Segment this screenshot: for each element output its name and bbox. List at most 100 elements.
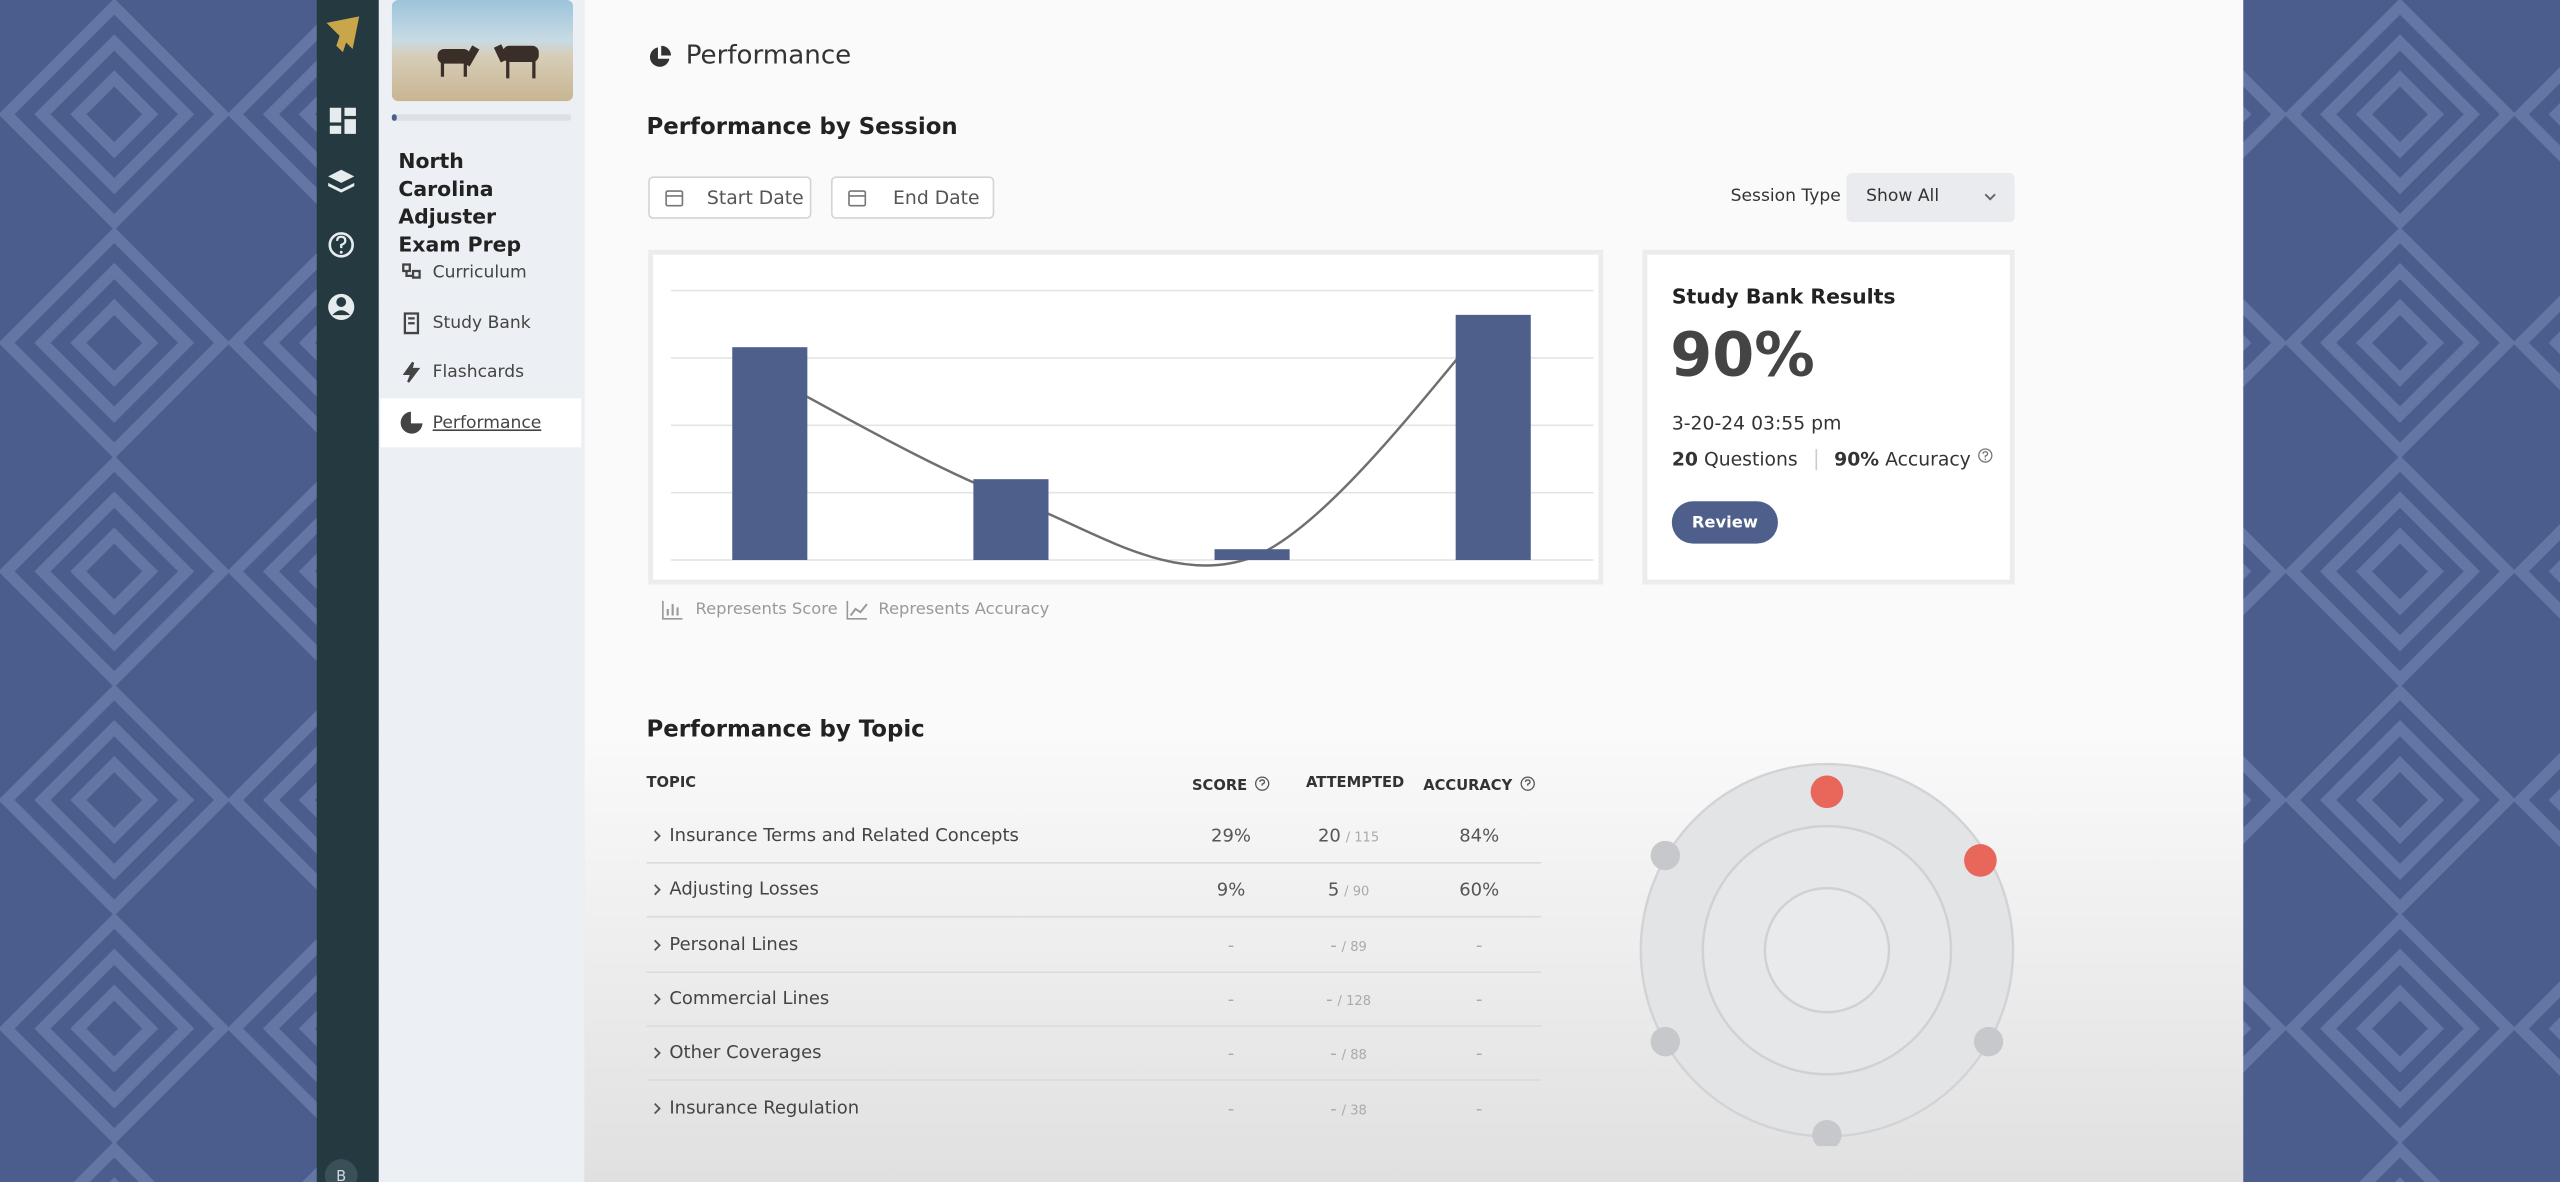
nav-icon [400,411,423,434]
session-type-label: Session Type [1730,186,1841,206]
info-ring [1254,776,1270,791]
topic-name: Insurance Regulation [669,1096,860,1118]
accuracy-legend-icon [846,600,868,620]
topic-score: 9% [1216,879,1246,901]
results-card: Study Bank Results 90% 3-20-24 03:55 pm … [1642,249,2015,585]
dashboard-icon[interactable] [344,107,356,116]
nav-item[interactable]: Flashcards [380,348,581,397]
topic-attempted: 20 / 115 [1318,825,1379,846]
info-icon[interactable] [1977,447,1993,463]
logo[interactable] [326,16,360,53]
topic-dot[interactable] [1810,775,1844,809]
topic-dot[interactable] [1650,840,1680,871]
column-header: TOPIC [647,776,697,792]
topic-dot[interactable] [1812,1120,1842,1147]
topics-title: Performance by Topic [646,716,925,743]
nav-icon-shape [403,311,420,334]
start-date-button[interactable]: Start Date [648,176,812,219]
topic-name: Insurance Terms and Related Concepts [669,824,1019,846]
chevron-down [1984,193,1996,201]
topic-name: Personal Lines [669,933,799,955]
column-header: SCORE [1192,776,1270,795]
topic-accuracy: - [1475,934,1483,956]
results-score: 90% [1670,319,1815,391]
topic-row[interactable]: Personal Lines [646,919,1542,973]
topic-dot[interactable] [1973,1026,2004,1057]
start-date-label: Start Date [706,186,804,209]
attempted-total: / 115 [1345,830,1380,845]
topic-dot[interactable] [1650,1026,1680,1057]
info-ring [1519,776,1535,791]
legend-accuracy: Represents Accuracy [878,600,1050,619]
topic-row[interactable]: Commercial Lines [646,973,1542,1027]
calendar-icon [665,190,684,207]
section-title: Performance by Session [646,114,958,141]
chevron-shape [654,1102,661,1114]
nav-label: Study Bank [432,312,531,333]
end-date-button[interactable]: End Date [831,176,995,219]
dashboard-icon[interactable] [329,107,342,123]
nav-icon-shape [402,362,421,384]
score-bar[interactable] [1214,549,1290,560]
info-icon[interactable] [1254,776,1270,792]
score-bar[interactable] [973,479,1049,560]
row-chevron [654,939,661,951]
topic-row[interactable]: Other Coverages [646,1027,1542,1082]
results-stats: 20 Questions 90% Accuracy [1671,447,1993,471]
topic-attempted: 5/ 90 [1328,880,1370,901]
session-chart-card [648,249,1604,585]
end-date-label: End Date [893,186,980,209]
results-title: Study Bank Results [1671,284,1896,309]
info-icon[interactable] [1519,776,1535,792]
attempted-count: 5 [1327,879,1340,901]
dashboard-icon[interactable] [344,119,356,134]
review-label: Review [1691,513,1758,532]
session-type-select[interactable]: Show All [1846,173,2015,223]
divider [1815,448,1817,471]
topic-dot[interactable] [1964,844,1997,877]
progress-fill [391,114,397,121]
chevron-shape [654,993,661,1005]
row-chevron [654,1102,661,1114]
calendar-icon [848,190,867,207]
topic-name: Commercial Lines [669,987,830,1009]
avatar[interactable] [324,1159,358,1182]
chevron-shape [654,884,661,896]
nav-item[interactable]: Study Bank [380,298,581,347]
topic-row[interactable]: Insurance Terms and Related Concepts [646,810,1542,864]
topic-accuracy: - [1475,988,1483,1010]
topic-score: - [1227,988,1235,1010]
chevron-shape [654,830,661,842]
dashboard-icon[interactable] [329,125,342,134]
nav-item[interactable]: Performance [380,398,582,448]
nav-item[interactable]: Curriculum [380,248,581,297]
attempted-count: - [1330,1097,1337,1119]
topic-score: - [1227,1097,1235,1119]
topic-accuracy: - [1475,1097,1483,1119]
topic-attempted: -/ 89 [1330,934,1367,955]
attempted-total: / 88 [1341,1047,1367,1063]
topic-row[interactable]: Adjusting Losses [646,864,1542,919]
column-label: TOPIC [646,775,697,792]
attempted-count: 20 [1317,825,1341,847]
layers-icon[interactable] [328,169,355,193]
course-sidebar [378,0,585,1182]
attempted-count: - [1326,988,1333,1010]
topic-attempted: -/ 88 [1330,1043,1367,1064]
chevron-shape [654,939,661,951]
attempted-total: / 90 [1344,884,1370,900]
accuracy-label: Accuracy [1885,447,1971,471]
score-bar[interactable] [732,347,808,560]
page-title: Performance [685,39,852,71]
review-button[interactable]: Review [1671,501,1778,544]
avatar-initial: B [336,1168,346,1182]
nav-label: Performance [432,412,542,433]
help-icon[interactable] [328,232,354,258]
column-header: ACCURACY [1423,776,1535,795]
nav-icon-shape [400,411,423,434]
score-legend-icon [662,600,683,620]
topic-row[interactable]: Insurance Regulation [647,1082,1542,1134]
score-bar[interactable] [1455,314,1531,560]
topic-name: Adjusting Losses [669,878,819,901]
question-count: 20 [1671,447,1698,471]
